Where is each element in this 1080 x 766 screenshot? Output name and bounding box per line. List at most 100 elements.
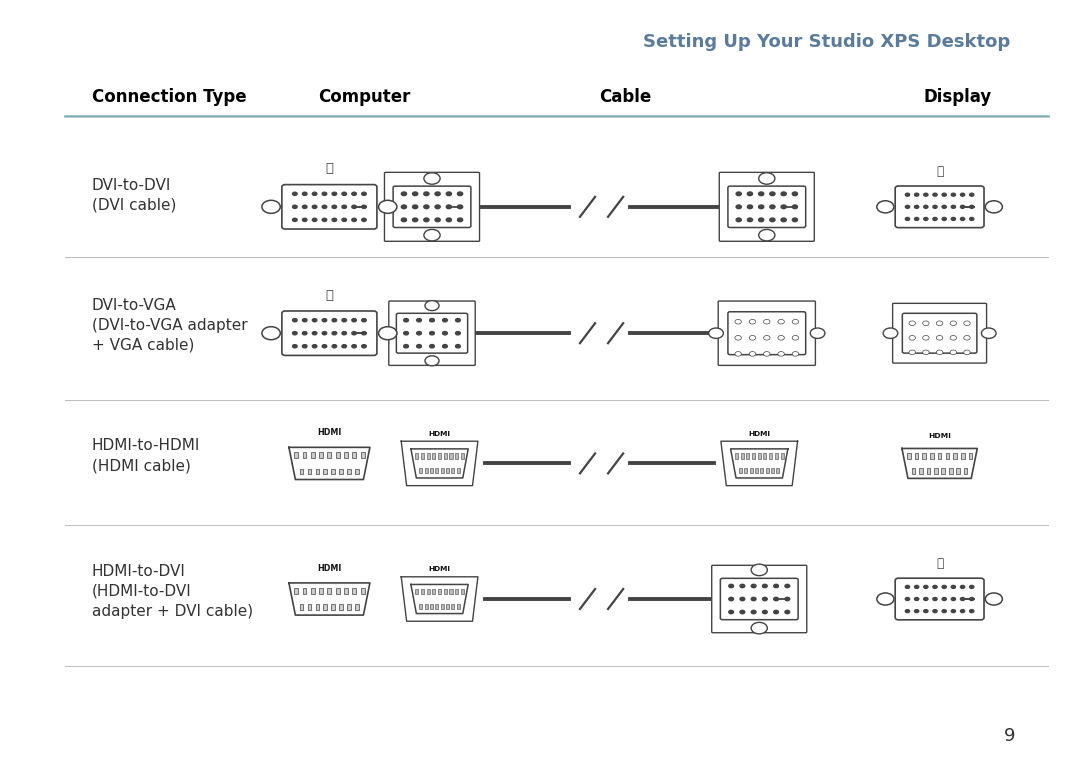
Text: Computer: Computer <box>319 88 411 106</box>
Bar <box>449 453 453 459</box>
Bar <box>299 469 303 474</box>
Circle shape <box>332 319 337 322</box>
Circle shape <box>750 336 756 340</box>
Circle shape <box>342 319 347 322</box>
Circle shape <box>905 218 909 221</box>
Circle shape <box>960 193 964 196</box>
Bar <box>432 589 435 594</box>
FancyBboxPatch shape <box>389 301 475 365</box>
Circle shape <box>261 201 281 213</box>
Circle shape <box>933 218 937 221</box>
Circle shape <box>915 205 919 208</box>
Circle shape <box>793 319 799 324</box>
Circle shape <box>293 205 297 208</box>
Circle shape <box>352 192 356 195</box>
Circle shape <box>778 352 784 356</box>
Circle shape <box>762 611 767 614</box>
Bar <box>435 468 438 473</box>
Circle shape <box>342 345 347 348</box>
Circle shape <box>951 610 956 613</box>
FancyBboxPatch shape <box>903 313 977 353</box>
Bar <box>415 453 418 459</box>
Polygon shape <box>410 449 469 478</box>
Circle shape <box>362 319 366 322</box>
Bar <box>441 468 444 473</box>
Bar <box>781 453 784 459</box>
Circle shape <box>942 218 946 221</box>
Circle shape <box>905 597 909 601</box>
Circle shape <box>423 192 429 195</box>
Circle shape <box>758 192 764 195</box>
Circle shape <box>793 218 797 221</box>
Bar <box>320 588 323 594</box>
Circle shape <box>951 193 956 196</box>
Circle shape <box>729 611 733 614</box>
Circle shape <box>446 218 451 221</box>
Circle shape <box>362 218 366 221</box>
Circle shape <box>423 218 429 221</box>
Circle shape <box>302 205 307 208</box>
Circle shape <box>970 610 974 613</box>
Bar <box>755 468 758 473</box>
Circle shape <box>923 193 928 196</box>
Circle shape <box>793 336 799 340</box>
Bar <box>361 453 365 458</box>
Circle shape <box>759 230 775 241</box>
Circle shape <box>404 332 408 335</box>
Bar <box>427 589 430 594</box>
Circle shape <box>951 218 956 221</box>
Polygon shape <box>289 447 369 480</box>
Circle shape <box>942 193 946 196</box>
Circle shape <box>770 205 775 208</box>
Text: Cable: Cable <box>599 88 651 106</box>
Bar <box>299 604 303 610</box>
Bar <box>419 468 422 473</box>
Circle shape <box>773 611 779 614</box>
Circle shape <box>909 321 916 326</box>
Circle shape <box>312 192 316 195</box>
FancyBboxPatch shape <box>282 311 377 355</box>
Bar <box>294 453 298 458</box>
Circle shape <box>747 218 753 221</box>
Circle shape <box>456 332 460 335</box>
Circle shape <box>883 328 897 339</box>
Bar <box>937 453 942 459</box>
Circle shape <box>362 332 366 335</box>
Circle shape <box>923 597 928 601</box>
Bar <box>352 588 356 594</box>
Polygon shape <box>721 441 797 486</box>
Bar <box>956 468 960 473</box>
Bar <box>969 453 972 459</box>
Text: HDMI: HDMI <box>928 434 951 439</box>
Bar <box>461 453 464 459</box>
Circle shape <box>970 193 974 196</box>
Circle shape <box>762 584 767 588</box>
Bar <box>308 469 311 474</box>
Polygon shape <box>402 441 477 486</box>
Circle shape <box>915 193 919 196</box>
Circle shape <box>915 597 919 601</box>
Text: Connection Type: Connection Type <box>92 88 246 106</box>
Bar <box>302 588 307 594</box>
Circle shape <box>435 218 441 221</box>
Circle shape <box>737 192 741 195</box>
Circle shape <box>293 332 297 335</box>
Circle shape <box>413 205 418 208</box>
Bar <box>451 468 455 473</box>
Circle shape <box>752 597 756 601</box>
Circle shape <box>734 319 741 324</box>
Bar <box>327 453 332 458</box>
Circle shape <box>378 201 397 213</box>
Bar <box>907 453 910 459</box>
Bar <box>752 453 755 459</box>
Bar <box>302 453 307 458</box>
Circle shape <box>332 205 337 208</box>
Bar <box>320 453 323 458</box>
Circle shape <box>905 585 909 588</box>
Circle shape <box>261 327 281 340</box>
Text: ⎗: ⎗ <box>325 162 334 175</box>
Circle shape <box>778 319 784 324</box>
FancyBboxPatch shape <box>282 185 377 229</box>
FancyBboxPatch shape <box>718 301 815 365</box>
Circle shape <box>322 192 327 195</box>
